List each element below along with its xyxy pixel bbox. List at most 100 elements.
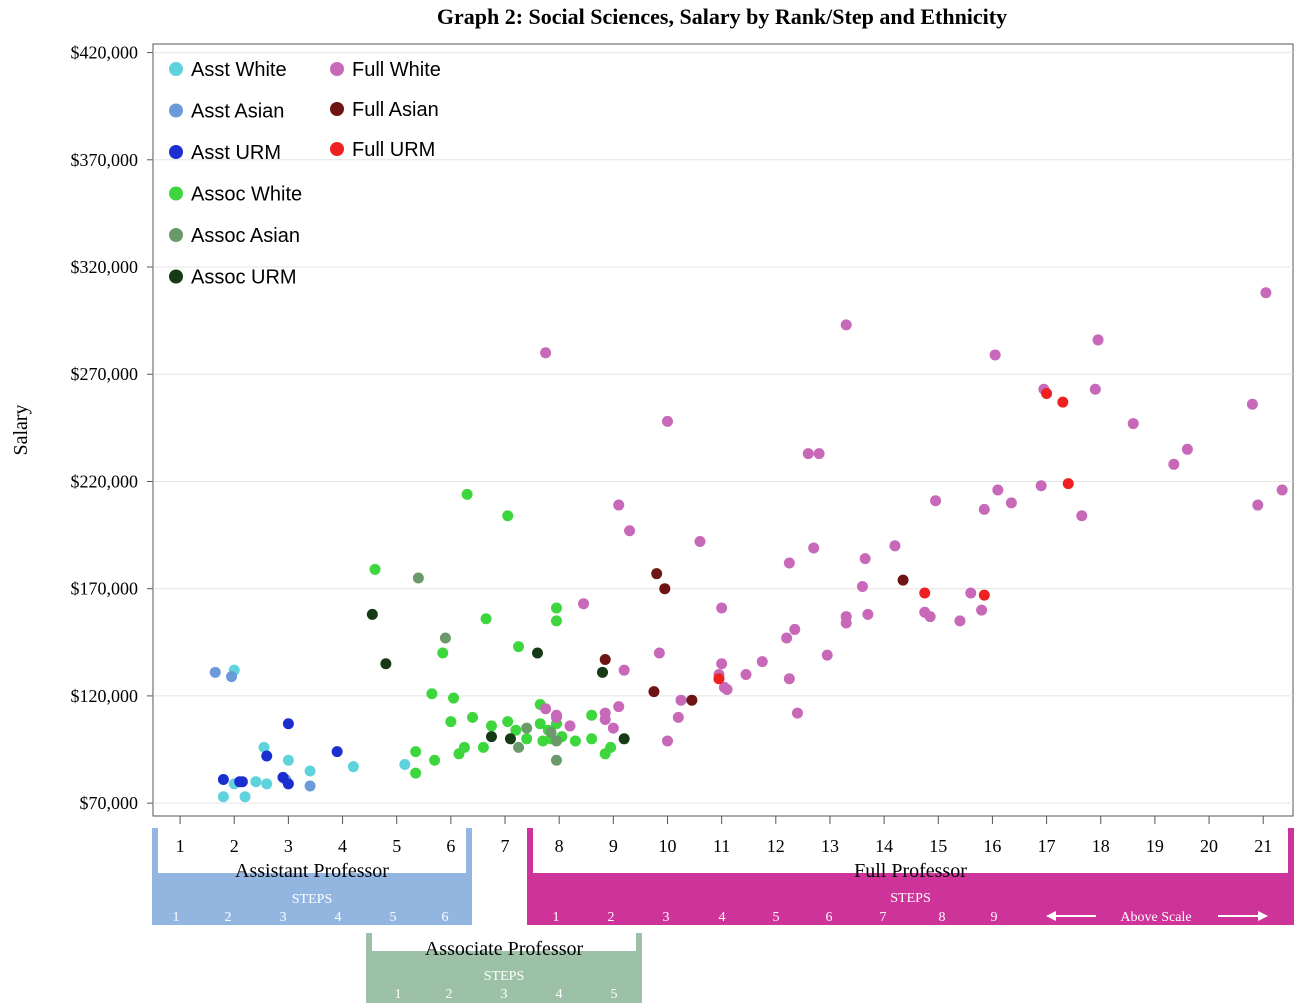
rank-label: Full Professor bbox=[854, 860, 967, 882]
above-scale-label: Above Scale bbox=[1120, 910, 1191, 925]
legend-label: Assoc URM bbox=[191, 267, 297, 289]
data-point-full-white bbox=[716, 602, 728, 614]
plot-area: $70,000 $120,000 $170,000 $220,000 $270,000 $… bbox=[71, 43, 1294, 856]
y-tick-label: $220,000 bbox=[71, 471, 139, 491]
data-point-assoc-white bbox=[513, 641, 525, 653]
legend-label: Full URM bbox=[352, 139, 435, 161]
data-point-full-white bbox=[1076, 510, 1088, 522]
legend-label: Asst URM bbox=[191, 142, 281, 164]
steps-label: STEPS bbox=[890, 891, 930, 906]
data-point-full-white bbox=[808, 542, 820, 554]
data-point-full-asian bbox=[659, 583, 671, 595]
data-point-assoc-white bbox=[410, 746, 422, 758]
data-point-full-white bbox=[821, 649, 833, 661]
data-point-assoc-white bbox=[550, 615, 562, 627]
data-point-full-white bbox=[613, 701, 625, 713]
data-point-full-white bbox=[930, 495, 942, 507]
data-point-full-white bbox=[564, 720, 576, 732]
data-point-assoc-white bbox=[410, 767, 422, 779]
data-point-assoc-white bbox=[569, 735, 581, 747]
chart-title: Graph 2: Social Sciences, Salary by Rank… bbox=[437, 4, 1007, 29]
data-point-full-white bbox=[1260, 287, 1272, 299]
data-point-asst-urm bbox=[236, 776, 248, 788]
rank-scale: Associate Professor STEPS 1 2 3 4 5 bbox=[366, 933, 642, 1003]
data-point-assoc-urm bbox=[532, 647, 544, 659]
data-point-assoc-white bbox=[437, 647, 449, 659]
step-number: 2 bbox=[446, 987, 453, 1002]
rank-label: Assistant Professor bbox=[235, 860, 389, 882]
data-point-assoc-white bbox=[426, 688, 438, 700]
data-point-full-white bbox=[661, 415, 673, 427]
data-point-full-white bbox=[599, 714, 611, 725]
data-point-asst-asian bbox=[226, 671, 238, 683]
step-number: 6 bbox=[826, 910, 833, 925]
x-tick-label: 12 bbox=[767, 836, 785, 856]
data-point-full-white bbox=[954, 615, 966, 627]
rank-bracket bbox=[366, 933, 642, 963]
steps-label: STEPS bbox=[484, 969, 524, 984]
rank-steps-band bbox=[366, 963, 642, 1003]
data-point-assoc-asian bbox=[550, 754, 562, 766]
data-point-assoc-asian bbox=[521, 722, 533, 734]
x-tick-label: 5 bbox=[392, 836, 401, 856]
rank-bracket bbox=[527, 828, 1294, 885]
data-point-asst-white bbox=[347, 761, 359, 773]
x-axis: 1 2 3 4 5 6 7 8 9 10 11 12 13 14 15 16 17 18 19 20 21 bbox=[176, 816, 1272, 856]
data-point-full-asian bbox=[651, 568, 663, 580]
step-number: 2 bbox=[608, 910, 615, 925]
data-point-assoc-white bbox=[521, 733, 533, 745]
x-tick-label: 9 bbox=[609, 836, 618, 856]
data-point-full-white bbox=[1252, 499, 1264, 511]
data-point-asst-asian bbox=[304, 780, 316, 792]
legend-marker bbox=[169, 145, 183, 159]
legend-marker bbox=[169, 62, 183, 76]
legend-marker bbox=[330, 142, 344, 156]
data-point-assoc-white bbox=[502, 510, 514, 522]
data-point-full-white bbox=[740, 668, 752, 680]
x-tick-label: 17 bbox=[1038, 836, 1056, 856]
data-point-full-white bbox=[1276, 484, 1288, 496]
data-point-assoc-asian bbox=[439, 632, 451, 644]
data-point-full-white bbox=[856, 581, 868, 593]
legend-label: Assoc Asian bbox=[191, 225, 300, 247]
data-point-full-urm bbox=[1041, 388, 1053, 400]
data-point-full-white bbox=[618, 664, 630, 676]
x-tick-label: 11 bbox=[713, 836, 730, 856]
x-tick-label: 6 bbox=[446, 836, 455, 856]
data-point-assoc-urm bbox=[618, 733, 630, 745]
legend-marker bbox=[169, 186, 183, 201]
x-tick-label: 19 bbox=[1146, 836, 1164, 856]
data-point-full-white bbox=[578, 598, 590, 610]
x-tick-label: 13 bbox=[821, 836, 839, 856]
step-number: 8 bbox=[939, 910, 946, 925]
data-point-asst-urm bbox=[331, 746, 343, 758]
rank-label: Associate Professor bbox=[425, 938, 584, 960]
data-point-full-asian bbox=[648, 686, 660, 698]
data-point-assoc-urm bbox=[504, 733, 516, 745]
x-tick-label: 21 bbox=[1254, 836, 1272, 856]
y-axis: $70,000 $120,000 $170,000 $220,000 $270,000 $… bbox=[71, 43, 153, 813]
data-point-assoc-asian bbox=[545, 726, 557, 738]
data-point-full-white bbox=[840, 611, 852, 623]
data-point-full-white bbox=[540, 347, 552, 359]
data-point-full-white bbox=[1246, 398, 1258, 410]
data-point-assoc-white bbox=[467, 711, 479, 723]
x-tick-label: 8 bbox=[555, 836, 564, 856]
data-point-assoc-white bbox=[429, 754, 441, 766]
data-point-assoc-white bbox=[461, 488, 473, 500]
step-number: 3 bbox=[280, 910, 287, 925]
data-point-asst-white bbox=[258, 741, 270, 753]
rank-steps-band bbox=[152, 885, 472, 925]
data-point-asst-urm bbox=[217, 774, 229, 786]
rank-scale: Assistant Professor STEPS 1 2 3 4 5 6 bbox=[152, 828, 472, 925]
data-point-full-asian bbox=[686, 694, 698, 706]
data-point-assoc-urm bbox=[597, 666, 609, 678]
rank-bracket bbox=[152, 828, 472, 885]
data-point-assoc-white bbox=[605, 741, 617, 753]
y-tick-label: $420,000 bbox=[71, 43, 139, 63]
legend-label: Full White bbox=[352, 59, 441, 81]
data-point-full-white bbox=[1168, 458, 1180, 470]
